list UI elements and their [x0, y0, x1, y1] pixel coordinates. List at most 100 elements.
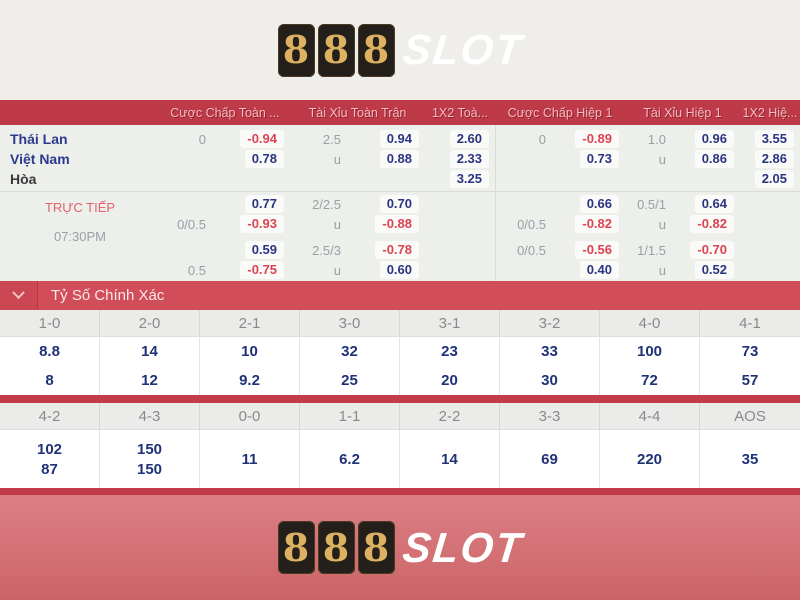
- logo-digit: 8: [362, 27, 390, 72]
- odds-button[interactable]: -0.78: [375, 241, 419, 259]
- odds-button[interactable]: -0.94: [240, 130, 284, 148]
- score-odds-cell[interactable]: 33: [500, 337, 600, 366]
- score-odds-cell[interactable]: 8: [0, 366, 100, 395]
- odds-button[interactable]: 2.05: [754, 170, 794, 188]
- odds-cell: 0.88: [355, 149, 425, 169]
- score-odds-cell[interactable]: 10: [200, 337, 300, 366]
- score-odds-cell[interactable]: 73: [741, 343, 759, 360]
- score-odds-cell[interactable]: 220: [600, 430, 700, 488]
- score-odds-cell[interactable]: 23: [400, 337, 500, 366]
- score-odds-cell[interactable]: 100: [600, 337, 700, 366]
- odds-button[interactable]: 0.66: [579, 195, 619, 213]
- score-odds-value[interactable]: 102: [36, 440, 63, 458]
- odds-button[interactable]: 0.96: [694, 130, 734, 148]
- score-odds-value[interactable]: 220: [636, 450, 663, 468]
- score-odds-value[interactable]: 150: [136, 440, 163, 458]
- odds-button[interactable]: 0.70: [379, 195, 419, 213]
- score-odds-cell[interactable]: 35: [700, 430, 800, 488]
- odds-button[interactable]: -0.82: [690, 215, 734, 233]
- odds-button[interactable]: -0.89: [575, 130, 619, 148]
- line-value: 0.5: [187, 262, 206, 278]
- brand-logo[interactable]: 8 8 8 SLOT: [277, 23, 525, 77]
- odds-button[interactable]: 0.78: [244, 150, 284, 168]
- score-odds-cell[interactable]: 72: [600, 366, 700, 395]
- logo-tile: 8: [277, 23, 315, 77]
- odds-button[interactable]: -0.82: [575, 215, 619, 233]
- odds-button[interactable]: 0.40: [579, 261, 619, 279]
- odds-button[interactable]: 2.33: [449, 150, 489, 168]
- score-odds-cell[interactable]: 20: [400, 366, 500, 395]
- odds-cell: -0.56: [560, 240, 625, 260]
- team-name: Thái Lan: [10, 131, 68, 147]
- team-name: Việt Nam: [10, 151, 70, 167]
- score-odds-value[interactable]: 11: [241, 450, 258, 468]
- line-value: u: [658, 216, 666, 232]
- odds-button[interactable]: 0.60: [379, 261, 419, 279]
- score-odds-cell[interactable]: 14: [400, 430, 500, 488]
- odds-button[interactable]: 0.94: [379, 130, 419, 148]
- market-col-header-1x2-h1: 1X2 Hiệ...: [742, 105, 798, 120]
- odds-button[interactable]: 0.86: [694, 150, 734, 168]
- odds-button[interactable]: -0.75: [240, 261, 284, 279]
- odds-button[interactable]: 0.88: [379, 150, 419, 168]
- odds-button[interactable]: 0.73: [579, 150, 619, 168]
- score-col-header: 4-0: [600, 310, 700, 336]
- odds-cell: 1.0: [625, 129, 680, 149]
- odds-button[interactable]: 2.86: [754, 150, 794, 168]
- score-odds-cell[interactable]: 69: [500, 430, 600, 488]
- live-odds-row: 0.59 2.5/3 -0.78 0/0.5 -0.56 1/1.5 -0.70: [160, 240, 800, 260]
- score-odds-cell[interactable]: 14: [100, 337, 200, 366]
- odds-button[interactable]: -0.70: [690, 241, 734, 259]
- odds-button[interactable]: -0.56: [575, 241, 619, 259]
- score-col-header: 2-1: [200, 310, 300, 336]
- odds-cell: 2.86: [740, 149, 800, 169]
- odds-cell: [160, 149, 220, 169]
- correct-score-title: Tỷ Số Chính Xác: [51, 287, 165, 304]
- line-value: 0: [198, 131, 206, 147]
- score-odds-cell[interactable]: 8.8: [0, 337, 100, 366]
- score-odds-value[interactable]: 6.2: [339, 450, 360, 468]
- odds-cell: -0.75: [220, 260, 290, 280]
- market-col-header-hdp-h1: Cược Chấp Hiệp 1: [507, 105, 613, 120]
- odds-cell: [425, 194, 495, 214]
- live-odds-row: 0/0.5 -0.93 u -0.88 0/0.5 -0.82 u -0.82: [160, 214, 800, 234]
- score-odds-value[interactable]: 14: [441, 450, 458, 468]
- odds-button[interactable]: 3.55: [754, 130, 794, 148]
- collapse-toggle[interactable]: [0, 281, 38, 310]
- odds-cell: 0.94: [355, 129, 425, 149]
- score-odds-value[interactable]: 35: [741, 450, 759, 468]
- score-odds-cell[interactable]: 150 150: [100, 430, 200, 488]
- odds-cell: -0.93: [220, 214, 290, 234]
- odds-button[interactable]: 0.64: [694, 195, 734, 213]
- odds-cell: 0.64: [680, 194, 740, 214]
- score-odds-cell[interactable]: 12: [100, 366, 200, 395]
- brand-logo[interactable]: 8 8 8 SLOT: [277, 521, 525, 574]
- score-odds-value[interactable]: 87: [41, 460, 58, 478]
- logo-digit: 8: [362, 524, 390, 570]
- score-odds-cell[interactable]: 30: [500, 366, 600, 395]
- odds-cell: 0/0.5: [495, 214, 560, 234]
- odds-button[interactable]: 3.25: [449, 170, 489, 188]
- score-odds-cell[interactable]: 32: [300, 337, 400, 366]
- odds-button[interactable]: -0.88: [375, 215, 419, 233]
- line-value: u: [658, 262, 666, 278]
- odds-button[interactable]: 0.52: [694, 261, 734, 279]
- chevron-down-icon: [12, 286, 25, 300]
- odds-button[interactable]: 0.77: [244, 195, 284, 213]
- logo-digit: 8: [282, 27, 310, 72]
- score-odds-value[interactable]: 69: [541, 450, 558, 468]
- odds-button[interactable]: -0.93: [240, 215, 284, 233]
- live-status: TRỰC TIẾP: [44, 200, 116, 215]
- score-odds-cell[interactable]: 9.2: [200, 366, 300, 395]
- odds-button[interactable]: 0.59: [244, 241, 284, 259]
- odds-button[interactable]: 2.60: [449, 130, 489, 148]
- correct-score-header-bar[interactable]: Tỷ Số Chính Xác: [0, 281, 800, 310]
- score-odds-cell[interactable]: 11: [200, 430, 300, 488]
- odds-table-body: Thái Lan 0 -0.94 2.5 0.94 2.60 0 -0.89 1.0 0.96 3.…: [0, 125, 800, 281]
- score-odds-value[interactable]: 150: [136, 460, 163, 478]
- score-odds-cell[interactable]: 57: [741, 372, 759, 389]
- score-odds-cell[interactable]: 25: [300, 366, 400, 395]
- line-value: 0/0.5: [517, 216, 546, 232]
- score-odds-cell[interactable]: 6.2: [300, 430, 400, 488]
- score-odds-cell[interactable]: 102 87: [0, 430, 100, 488]
